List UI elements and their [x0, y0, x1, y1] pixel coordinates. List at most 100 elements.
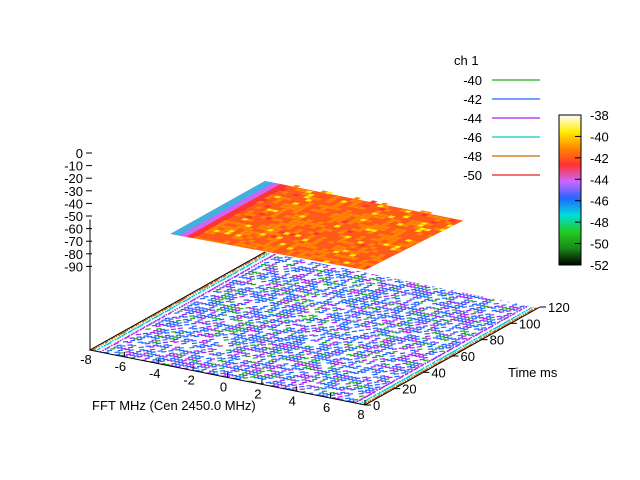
surface-cell: [270, 226, 279, 230]
surface-cell: [152, 272, 160, 275]
contour-segment: [299, 305, 305, 308]
contour-segment: [237, 368, 243, 371]
surface-cell: [366, 231, 375, 235]
contour-segment: [154, 334, 160, 337]
contour-segment: [173, 341, 179, 343]
contour-segment: [356, 365, 362, 368]
contour-segment: [409, 374, 413, 377]
contour-segment: [272, 314, 278, 317]
contour-segment: [108, 339, 111, 342]
contour-segment: [409, 312, 415, 315]
contour-segment: [152, 341, 158, 344]
contour-segment: [399, 283, 405, 286]
contour-segment: [380, 331, 387, 334]
contour-segment: [238, 373, 244, 376]
contour-segment: [290, 332, 297, 335]
contour-segment: [378, 370, 384, 372]
contour-segment: [233, 365, 239, 368]
contour-segment: [175, 334, 181, 337]
surface-cell: [326, 257, 335, 261]
contour-segment: [161, 319, 167, 322]
contour-segment: [274, 324, 280, 327]
surface-cell: [280, 208, 289, 212]
contour-segment: [284, 351, 290, 353]
contour-segment: [186, 365, 192, 368]
contour-segment: [212, 319, 218, 322]
surface-cell: [312, 232, 321, 236]
surface-cell: [238, 231, 247, 235]
surface-cell: [406, 242, 415, 246]
contour-segment: [211, 281, 214, 284]
contour-segment: [348, 298, 354, 300]
contour-segment: [398, 376, 402, 380]
contour-segment: [382, 304, 388, 307]
surface-cell: [188, 277, 196, 280]
contour-segment: [370, 331, 376, 334]
contour-segment: [427, 296, 433, 299]
surface-cell: [318, 253, 328, 257]
contour-segment: [225, 361, 231, 363]
contour-segment: [273, 383, 279, 385]
contour-segment: [227, 354, 233, 357]
contour-segment: [187, 301, 190, 304]
contour-segment: [231, 270, 235, 273]
contour-segment: [327, 269, 333, 272]
contour-segment: [329, 377, 336, 380]
surface-cell: [436, 262, 446, 266]
contour-segment: [369, 360, 375, 363]
contour-segment: [425, 352, 431, 355]
contour-segment: [202, 292, 205, 296]
contour-segment: [281, 260, 288, 263]
contour-segment: [400, 382, 403, 385]
contour-segment: [268, 377, 274, 379]
surface-cell: [267, 194, 277, 198]
contour-segment: [324, 371, 331, 374]
contour-segment: [140, 354, 146, 356]
contour-segment: [361, 310, 367, 313]
contour-segment: [349, 320, 355, 323]
contour-segment: [201, 368, 207, 371]
contour-segment: [365, 343, 371, 345]
contour-segment: [451, 326, 458, 328]
contour-segment: [250, 346, 256, 349]
contour-segment: [405, 280, 411, 283]
contour-segment: [256, 326, 263, 328]
contour-segment: [379, 292, 385, 294]
surface-cell: [264, 216, 274, 220]
contour-segment: [350, 388, 356, 391]
surface-cell: [189, 242, 199, 246]
contour-segment: [396, 305, 402, 308]
contour-segment: [281, 292, 288, 294]
surface-cell: [416, 253, 426, 256]
contour-segment: [178, 329, 184, 332]
contour-segment: [223, 307, 230, 310]
surface-cell: [190, 280, 198, 283]
contour-segment: [255, 350, 261, 352]
contour-segment: [234, 355, 240, 358]
contour-segment: [286, 375, 292, 378]
contour-segment: [347, 327, 353, 329]
contour-segment: [353, 291, 360, 294]
contour-segment: [302, 306, 309, 308]
surface-cell: [304, 198, 313, 202]
contour-segment: [398, 347, 405, 349]
contour-segment: [263, 373, 270, 376]
contour-segment: [507, 315, 510, 318]
contour-segment: [172, 336, 178, 338]
contour-segment: [187, 294, 190, 298]
contour-segment: [143, 352, 149, 355]
surface-cell: [374, 256, 383, 259]
contour-segment: [167, 344, 173, 347]
contour-segment: [219, 369, 226, 372]
contour-segment: [357, 341, 364, 344]
contour-segment: [308, 346, 314, 348]
contour-segment: [368, 292, 374, 295]
contour-segment: [184, 358, 190, 360]
contour-segment: [187, 356, 194, 358]
contour-segment: [525, 309, 529, 312]
contour-segment: [374, 349, 380, 352]
contour-segment: [256, 274, 262, 277]
contour-segment: [334, 285, 340, 288]
contour-segment: [379, 323, 385, 326]
surface-cell: [285, 247, 295, 250]
